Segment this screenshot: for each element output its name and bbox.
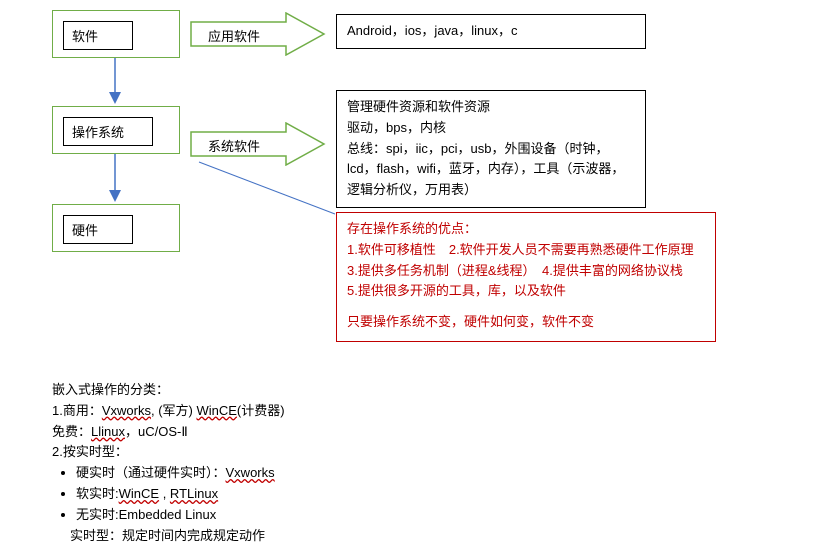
box-software: 软件: [52, 10, 180, 58]
red-advantages: 存在操作系统的优点： 1.软件可移植性 2.软件开发人员不需要再熟悉硬件工作原理…: [336, 212, 716, 342]
red-line2: 1.软件可移植性 2.软件开发人员不需要再熟悉硬件工作原理 3.提供多任务机制（…: [347, 240, 705, 302]
label-os: 操作系统: [63, 117, 153, 146]
bottom-b1: 硬实时（通过硬件实时）：Vxworks: [76, 463, 752, 484]
bottom-l3: 2.按实时型：: [52, 442, 752, 463]
bottom-l2: 免费：Llinux，uC/OS-Ⅱ: [52, 422, 752, 443]
desc-sys-line3: 总线：spi，iic，pci，usb，外围设备（时钟，lcd，flash，wif…: [347, 139, 635, 201]
label-sys-arrow: 系统软件: [208, 136, 260, 155]
red-line3: 只要操作系统不变，硬件如何变，软件不变: [347, 312, 705, 333]
box-hardware: 硬件: [52, 204, 180, 252]
label-app-arrow: 应用软件: [208, 26, 260, 45]
red-line1: 存在操作系统的优点：: [347, 219, 705, 240]
bottom-l1: 1.商用：Vxworks, (军方) WinCE(计费器): [52, 401, 752, 422]
connector-line: [195, 160, 345, 220]
desc-sys-line2: 驱动，bps，内核: [347, 118, 635, 139]
desc-app-text: Android，ios，java，linux，c: [347, 23, 518, 38]
bottom-tail: 实时型：规定时间内完成规定动作: [70, 526, 752, 547]
arrow-os-to-hardware: [105, 154, 125, 204]
label-software: 软件: [63, 21, 133, 50]
box-os: 操作系统: [52, 106, 180, 154]
label-hardware: 硬件: [63, 215, 133, 244]
desc-sys: 管理硬件资源和软件资源 驱动，bps，内核 总线：spi，iic，pci，usb…: [336, 90, 646, 208]
bottom-b3: 无实时:Embedded Linux: [76, 505, 752, 526]
bottom-b2: 软实时:WinCE , RTLinux: [76, 484, 752, 505]
bottom-text: 嵌入式操作的分类： 1.商用：Vxworks, (军方) WinCE(计费器) …: [52, 380, 752, 546]
desc-sys-line1: 管理硬件资源和软件资源: [347, 97, 635, 118]
desc-app: Android，ios，java，linux，c: [336, 14, 646, 49]
bottom-h1: 嵌入式操作的分类：: [52, 380, 752, 401]
arrow-software-to-os: [105, 58, 125, 106]
